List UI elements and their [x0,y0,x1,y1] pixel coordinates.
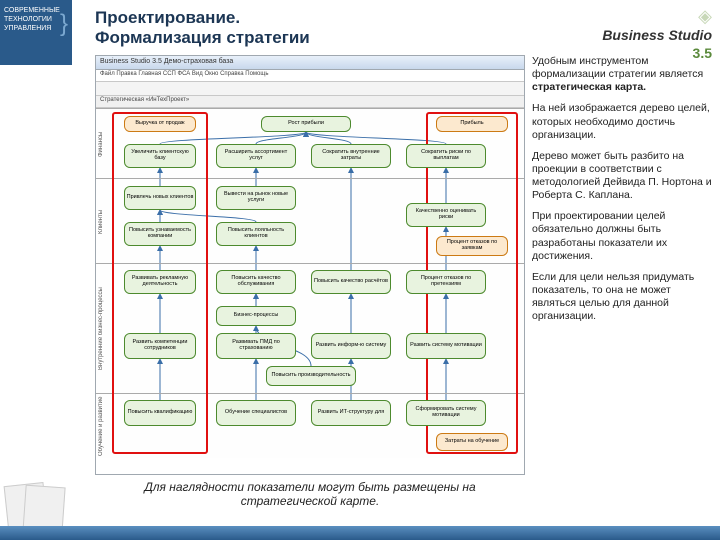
side-paragraph: Дерево может быть разбито на проекции в … [532,150,714,203]
map-node: Сократить риски по выплатам [406,144,486,168]
map-node: Обучение специалистов [216,400,296,426]
map-node: Качественно оценивать риски [406,203,486,227]
map-node: Выручка от продаж [124,116,196,132]
map-node: Повысить лояльность клиентов [216,222,296,246]
map-node: Повысить производительность [266,366,356,386]
brand-badge: СОВРЕМЕННЫЕ ТЕХНОЛОГИИ УПРАВЛЕНИЯ } [0,0,72,65]
slide-title: Проектирование. Формализация стратегии [95,8,600,47]
map-node: Прибыль [436,116,508,132]
map-node: Развить компетенции сотрудников [124,333,196,359]
map-node: Повысить узнаваемость компании [124,222,196,246]
caption: Для наглядности показатели могут быть ра… [95,480,525,508]
window-titlebar: Business Studio 3.5 Демо-страховая база [96,56,524,70]
map-node: Развивать ПМД по страхованию [216,333,296,359]
window-tab: Стратегическая «ИнТехПроект» [96,96,524,108]
side-text: Удобным инструментом формализации страте… [532,55,714,331]
map-node: Развивать рекламную деятельность [124,270,196,294]
map-node: Повысить качество расчётов [311,270,391,294]
side-paragraph: Удобным инструментом формализации страте… [532,55,714,94]
title-text: Проектирование. Формализация стратегии [95,8,600,47]
window-toolbar [96,82,524,96]
app-screenshot: Business Studio 3.5 Демо-страховая база … [95,55,525,475]
chip-icon: ◈ [602,6,712,27]
map-node: Развить информ-ю систему [311,333,391,359]
map-node: Увеличить клиентскую базу [124,144,196,168]
map-node: Процент отказов по претензиям [406,270,486,294]
bottom-decoration [0,480,85,540]
map-node: Процент отказов по заявкам [436,236,508,256]
map-node: Рост прибыли [261,116,351,132]
side-paragraph: На ней изображается дерево целей, которы… [532,102,714,141]
map-node: Вывести на рынок новые услуги [216,186,296,210]
map-node: Развить систему мотивации [406,333,486,359]
map-node: Повысить квалификацию [124,400,196,426]
map-node: Развить ИТ-структуру для [311,400,391,426]
map-node: Сформировать систему мотивации [406,400,486,426]
map-node: Повысить качество обслуживания [216,270,296,294]
window-menu: Файл Правка Главная ССП ФСА Вид Окно Спр… [96,70,524,82]
map-node: Привлечь новых клиентов [124,186,196,210]
map-node: Затраты на обучение [436,433,508,451]
side-paragraph: Если для цели нельзя придумать показател… [532,271,714,324]
side-paragraph: При проектировании целей обязательно дол… [532,210,714,263]
map-node: Расширить ассортимент услуг [216,144,296,168]
strategy-map-canvas: ФинансыКлиентыВнутренние бизнес-процессы… [96,108,524,458]
map-node: Бизнес-процессы [216,306,296,326]
map-node: Сократить внутренние затраты [311,144,391,168]
